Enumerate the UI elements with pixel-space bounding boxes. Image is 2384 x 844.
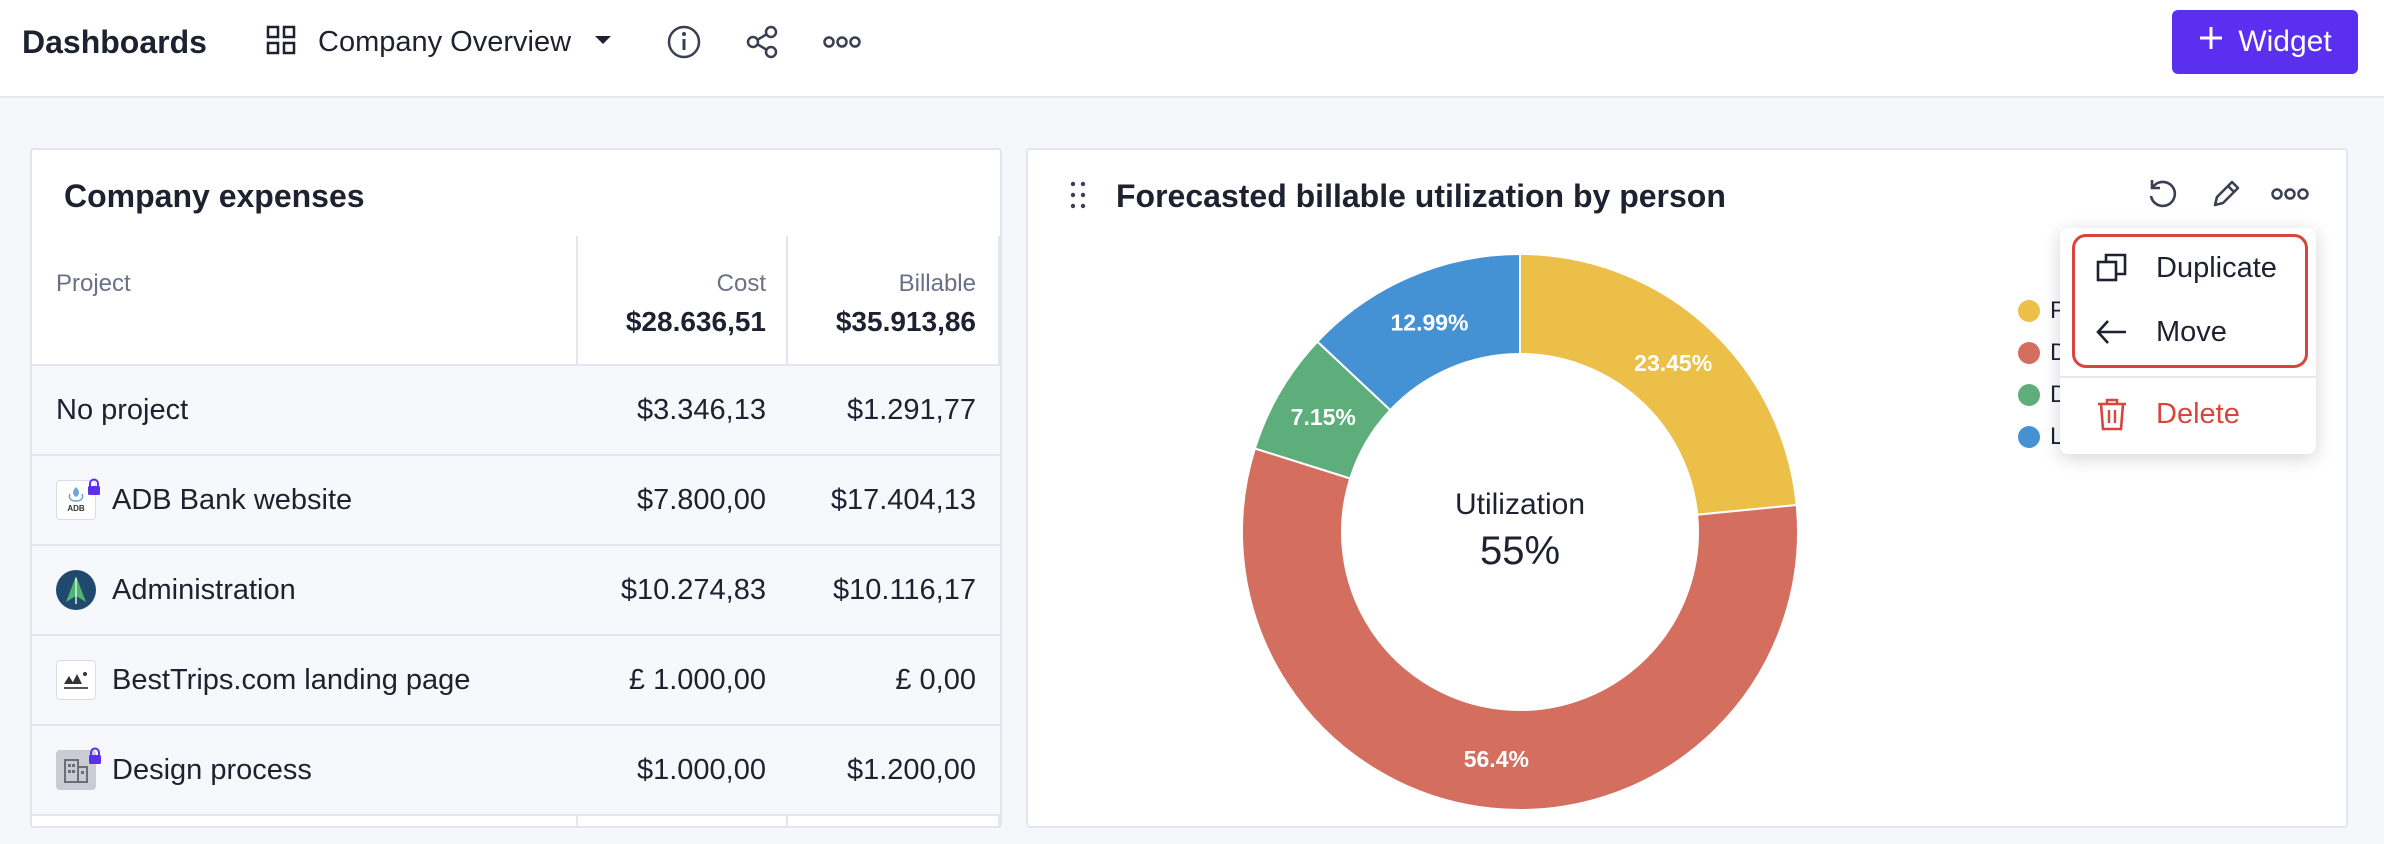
plus-icon xyxy=(2198,25,2224,59)
column-header-billable[interactable]: Billable $35.913,86 xyxy=(836,270,976,338)
building-logo xyxy=(56,747,101,790)
project-name: ADB Bank website xyxy=(112,483,353,516)
legend-swatch xyxy=(2018,342,2040,364)
cost-cell: $10.274,83 xyxy=(620,573,766,606)
legend-swatch xyxy=(2018,300,2040,322)
project-name: Administration xyxy=(112,573,296,606)
more-horizontal-icon[interactable] xyxy=(2270,174,2310,214)
menu-divider xyxy=(2060,376,2316,378)
slice-data-label: 56.4% xyxy=(1464,746,1529,772)
table-row[interactable]: BestTrips.com landing page £ 1.000,00 £ … xyxy=(32,636,1000,726)
widget-context-menu: Duplicate Move Delete xyxy=(2060,228,2316,454)
column-header-project[interactable]: Project xyxy=(56,270,131,297)
table-row[interactable]: ADB ADB Bank website $7.800,00 $17.404,1… xyxy=(32,456,1000,546)
legend-swatch xyxy=(2018,384,2040,406)
menu-item-label: Delete xyxy=(2156,397,2240,430)
info-icon[interactable] xyxy=(664,22,704,62)
donut-center-value: 55% xyxy=(1480,529,1560,573)
slice-data-label: 23.45% xyxy=(1634,350,1712,376)
undo-icon[interactable] xyxy=(2142,174,2182,214)
top-bar: Dashboards Company Overview xyxy=(0,0,2384,98)
cost-cell: $1.000,00 xyxy=(636,753,766,786)
menu-item-delete[interactable]: Delete xyxy=(2060,384,2316,444)
menu-item-duplicate[interactable]: Duplicate xyxy=(2060,238,2316,298)
legend-swatch xyxy=(2018,426,2040,448)
table-header: Project Cost $28.636,51 Billable $35.913… xyxy=(32,236,1000,366)
besttrips-logo xyxy=(56,660,96,700)
cost-label: Cost xyxy=(716,270,766,297)
column-header-cost[interactable]: Cost $28.636,51 xyxy=(626,270,766,338)
arrow-left-icon xyxy=(2094,314,2130,350)
pencil-icon[interactable] xyxy=(2206,174,2246,214)
widget-title: Company expenses xyxy=(64,178,365,214)
project-name: No project xyxy=(56,393,189,426)
lock-icon xyxy=(86,740,104,764)
cost-cell: $3.346,13 xyxy=(636,393,766,426)
donut-center-label: Utilization xyxy=(1455,488,1585,521)
menu-item-move[interactable]: Move xyxy=(2060,302,2316,362)
billable-cell: $1.291,77 xyxy=(846,393,976,426)
svg-text:ADB: ADB xyxy=(67,504,85,513)
expenses-table: Project Cost $28.636,51 Billable $35.913… xyxy=(32,236,1000,816)
grid-icon xyxy=(266,25,296,60)
donut-slice[interactable] xyxy=(1519,252,1798,516)
lock-icon xyxy=(85,471,103,495)
widget-title: Forecasted billable utilization by perso… xyxy=(1116,178,1726,214)
cost-cell: £ 1.000,00 xyxy=(628,663,766,696)
page-title: Dashboards xyxy=(22,24,207,60)
billable-cell: $1.200,00 xyxy=(846,753,976,786)
table-row[interactable]: Administration $10.274,83 $10.116,17 xyxy=(32,546,1000,636)
donut-slice[interactable] xyxy=(1316,252,1521,412)
highlight-outline xyxy=(2072,234,2308,368)
tree-logo xyxy=(56,570,96,610)
add-widget-button[interactable]: Widget xyxy=(2172,10,2358,74)
table-row[interactable]: No project $3.346,13 $1.291,77 xyxy=(32,366,1000,456)
cost-cell: $7.800,00 xyxy=(636,483,766,516)
share-icon[interactable] xyxy=(742,22,782,62)
slice-data-label: 12.99% xyxy=(1390,310,1468,336)
utilization-donut-chart: 23.45% 56.4% 7.15% 12.99% Utilization 55% xyxy=(1241,252,1799,811)
billable-cell: $17.404,13 xyxy=(830,483,976,516)
trash-icon xyxy=(2094,396,2130,432)
menu-item-label: Duplicate xyxy=(2156,251,2277,284)
slice-data-label: 7.15% xyxy=(1291,404,1356,430)
billable-total: $35.913,86 xyxy=(835,306,976,337)
cost-total: $28.636,51 xyxy=(625,306,766,337)
drag-handle-icon[interactable] xyxy=(1068,180,1088,215)
adb-logo: ADB xyxy=(56,478,100,520)
more-horizontal-icon[interactable] xyxy=(822,22,862,62)
duplicate-icon xyxy=(2094,250,2130,286)
billable-cell: $10.116,17 xyxy=(833,573,976,606)
billable-label: Billable xyxy=(898,270,976,297)
donut-slice[interactable] xyxy=(1241,447,1799,811)
caret-down-icon xyxy=(593,33,613,51)
menu-item-label: Move xyxy=(2156,315,2227,348)
project-name: Design process xyxy=(112,753,312,786)
project-name: BestTrips.com landing page xyxy=(112,663,471,696)
dashboard-selector[interactable]: Company Overview xyxy=(266,18,613,66)
table-row[interactable]: Design process $1.000,00 $1.200,00 xyxy=(32,726,1000,816)
add-widget-label: Widget xyxy=(2238,25,2332,58)
dashboard-name: Company Overview xyxy=(318,25,572,58)
company-expenses-widget: Company expenses Project Cost $28.636,51… xyxy=(30,148,1002,828)
billable-cell: £ 0,00 xyxy=(895,663,976,696)
